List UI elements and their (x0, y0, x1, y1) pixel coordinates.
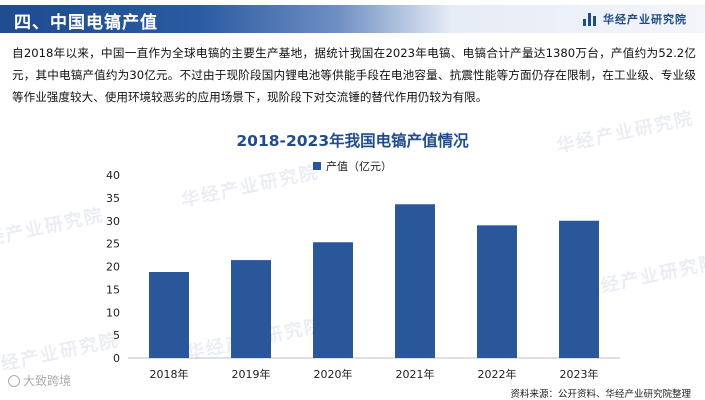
y-tick-label: 20 (106, 261, 120, 274)
x-tick-label: 2020年 (314, 367, 353, 381)
x-tick-label: 2018年 (150, 367, 189, 381)
x-tick-label: 2022年 (478, 367, 517, 381)
bar (313, 242, 353, 358)
x-tick-label: 2023年 (560, 367, 599, 381)
legend-label: 产值（亿元） (326, 159, 392, 173)
brand-logo-icon (583, 12, 597, 26)
brand-name: 华经产业研究院 (603, 13, 687, 26)
y-tick-label: 40 (106, 169, 120, 182)
chart-title: 2018-2023年我国电镐产值情况 (236, 132, 469, 150)
brand: 华经产业研究院 (583, 11, 687, 27)
y-tick-label: 15 (106, 283, 120, 296)
bar (149, 271, 189, 358)
bar (395, 204, 435, 358)
y-tick-label: 5 (113, 329, 120, 342)
bar (231, 260, 271, 358)
y-tick-label: 25 (106, 238, 120, 251)
page-title: 四、中国电镐产值 (14, 13, 158, 33)
y-tick-label: 10 (106, 306, 120, 319)
bar (477, 225, 517, 358)
overlay-mark: 大致跨境 (8, 372, 71, 389)
y-tick-label: 35 (106, 192, 120, 205)
y-tick-label: 0 (113, 352, 120, 365)
legend-swatch (313, 162, 321, 170)
overlay-mark-text: 大致跨境 (23, 374, 72, 388)
section-header: 四、中国电镐产值 华经产业研究院 (0, 0, 705, 38)
x-tick-label: 2019年 (232, 367, 271, 381)
intro-paragraph: 自2018年以来，中国一直作为全球电镐的主要生产基地，据统计我国在2023年电镐… (12, 46, 696, 104)
bar (559, 220, 599, 358)
header-band (0, 5, 705, 33)
source-note: 资料来源：公开资料、华经产业研究院整理 (510, 389, 691, 400)
bar-chart: 产值（亿元） 0 5 10 15 20 25 30 35 40 2018年 2019年 2020年 202… (106, 159, 620, 381)
x-tick-label: 2021年 (396, 367, 435, 381)
y-tick-label: 30 (106, 215, 120, 228)
overlay-circle-icon (8, 374, 20, 387)
